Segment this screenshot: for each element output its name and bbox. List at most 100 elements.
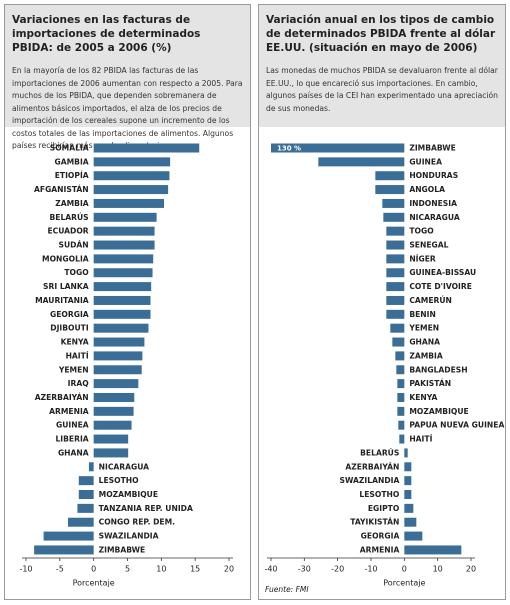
category-label: SRI LANKA xyxy=(43,282,89,291)
bar xyxy=(386,226,405,236)
category-label: ZAMBIA xyxy=(409,351,443,360)
category-label: BENIN xyxy=(409,310,436,319)
x-tick-label: 15 xyxy=(190,565,200,574)
value-label: 130 % xyxy=(277,145,301,153)
panel-header: Variación anual en los tipos de cambio d… xyxy=(259,5,505,127)
bar xyxy=(78,490,94,499)
category-label: CAMERÚN xyxy=(409,296,452,305)
category-label: BELARÚS xyxy=(360,448,399,457)
category-label: ARMENIA xyxy=(360,545,400,554)
category-label: GHANA xyxy=(409,338,440,347)
bar xyxy=(392,337,405,347)
category-label: MOZAMBIQUE xyxy=(409,407,468,416)
bar xyxy=(93,379,139,389)
category-label: NICARAGUA xyxy=(99,462,150,471)
chart-subtitle: Las monedas de muchos PBIDA se devaluaro… xyxy=(266,66,498,113)
bar xyxy=(395,351,405,361)
category-label: ANGOLA xyxy=(409,185,445,194)
bar xyxy=(93,157,171,167)
bar xyxy=(93,254,154,264)
category-label: SOMALIA xyxy=(50,144,89,153)
bar xyxy=(386,309,405,319)
category-label: ZAMBIA xyxy=(55,199,89,208)
category-label: GHANA xyxy=(58,448,89,457)
bar xyxy=(396,365,405,375)
category-label: SENEGAL xyxy=(409,241,448,250)
bar xyxy=(375,185,405,195)
bar xyxy=(93,212,157,222)
x-tick-label: 5 xyxy=(125,565,130,574)
category-label: BANGLADESH xyxy=(409,365,467,374)
bar xyxy=(88,462,94,472)
bar xyxy=(386,254,405,264)
x-tick-label: -5 xyxy=(56,565,64,574)
category-label: KENYA xyxy=(61,338,89,347)
category-label: GEORGIA xyxy=(361,532,400,541)
category-label: BELARÚS xyxy=(49,213,88,222)
category-label: GUINEA xyxy=(409,157,442,166)
chart-title: Variación anual en los tipos de cambio d… xyxy=(266,14,496,54)
bar xyxy=(404,531,423,541)
category-label: HAITÍ xyxy=(409,435,432,444)
category-label: ZIMBABWE xyxy=(409,144,456,153)
bar xyxy=(93,406,134,416)
panel: Variación anual en los tipos de cambio d… xyxy=(258,4,506,600)
category-label: LESOTHO xyxy=(359,490,399,499)
bar xyxy=(318,157,405,167)
x-axis-label: Porcentaje xyxy=(73,579,115,588)
bar xyxy=(77,503,94,513)
category-label: ZIMBABWE xyxy=(99,545,145,554)
category-label: EGIPTO xyxy=(368,504,400,513)
category-label: NÍGER xyxy=(409,254,436,263)
bar xyxy=(93,323,149,333)
x-tick-label: -10 xyxy=(19,565,32,574)
bar xyxy=(93,309,151,319)
bar xyxy=(93,420,132,430)
x-axis-label: Porcentaje xyxy=(383,579,425,588)
bar xyxy=(93,434,129,444)
bar xyxy=(382,198,405,208)
bar xyxy=(93,268,153,278)
category-label: KENYA xyxy=(409,393,437,402)
bar xyxy=(43,531,94,541)
bar xyxy=(404,462,412,472)
bar xyxy=(93,337,145,347)
bar xyxy=(93,365,142,375)
bar xyxy=(404,448,408,458)
chart-title: Variaciones en las facturas de importaci… xyxy=(12,14,201,54)
bar xyxy=(78,476,94,486)
category-label: INDONESIA xyxy=(409,199,457,208)
x-tick-label: 0 xyxy=(91,565,96,574)
bar xyxy=(397,406,405,416)
category-label: AZERBAIYÁN xyxy=(345,462,399,471)
bar xyxy=(386,295,405,305)
category-label: YEMEN xyxy=(408,324,439,333)
bar xyxy=(386,240,405,250)
x-tick-label: -30 xyxy=(298,565,311,574)
category-label: TOGO xyxy=(409,227,434,236)
x-tick-label: 20 xyxy=(224,565,234,574)
panel: Variaciones en las facturas de importaci… xyxy=(4,4,251,600)
bar xyxy=(93,448,129,458)
category-label: PAKISTÁN xyxy=(409,379,451,388)
chart: SOMALIA GAMBIA ETIOPÍA AFGANISTÁN ZAMBIA BELA… xyxy=(19,143,234,588)
category-label: AZERBAIYÁN xyxy=(35,393,89,402)
bar xyxy=(93,226,155,236)
category-label: NICARAGUA xyxy=(409,213,460,222)
bar xyxy=(390,323,405,333)
x-tick-label: 10 xyxy=(156,565,166,574)
bars xyxy=(34,143,200,555)
bar xyxy=(399,434,405,444)
bar xyxy=(397,379,405,389)
category-label: GAMBIA xyxy=(54,157,88,166)
category-label: ARMENIA xyxy=(49,407,89,416)
category-label: AFGANISTÁN xyxy=(34,185,89,194)
x-tick-label: 20 xyxy=(466,565,476,574)
bar xyxy=(404,490,412,499)
category-label: LIBERIA xyxy=(55,435,88,444)
bar xyxy=(397,392,405,402)
category-label: MOZAMBIQUE xyxy=(99,490,158,499)
bar xyxy=(67,517,94,527)
bar xyxy=(93,295,151,305)
